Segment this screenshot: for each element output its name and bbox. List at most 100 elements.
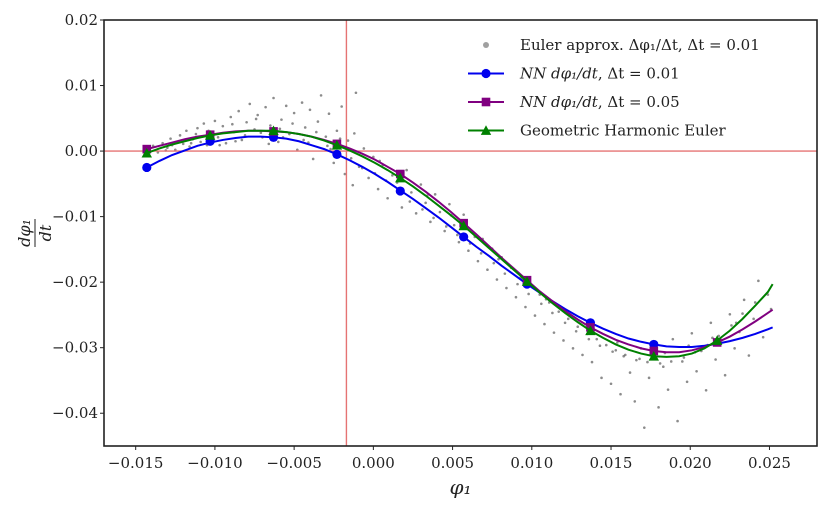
scatter-point bbox=[254, 117, 258, 121]
scatter-point bbox=[516, 282, 519, 286]
scatter-point bbox=[635, 358, 638, 362]
scatter-point bbox=[291, 122, 294, 125]
scatter-point bbox=[604, 343, 608, 347]
scatter-point bbox=[332, 161, 336, 165]
legend-label-suffix: , Δt = 0.01 bbox=[598, 65, 680, 83]
scatter-point bbox=[367, 176, 370, 180]
scatter-point bbox=[400, 206, 404, 209]
scatter-point bbox=[414, 212, 418, 215]
scatter-point bbox=[218, 143, 221, 147]
scatter-point bbox=[303, 126, 307, 129]
scatter-point bbox=[486, 268, 489, 272]
scatter-point bbox=[329, 147, 332, 151]
scatter-point bbox=[717, 334, 721, 338]
scatter-point bbox=[619, 392, 622, 396]
scatter-point bbox=[237, 109, 240, 113]
plot-inner bbox=[104, 20, 817, 446]
legend-entry-4: Geometric Harmonic Euler bbox=[468, 122, 727, 140]
scatter-point bbox=[581, 353, 584, 357]
scatter-point bbox=[338, 137, 342, 140]
legend-label-math: NN dφ₁/dt bbox=[519, 65, 599, 83]
scatter-point bbox=[443, 229, 446, 233]
scatter-point bbox=[456, 233, 459, 237]
scatter-point bbox=[753, 301, 757, 304]
scatter-point bbox=[757, 279, 760, 283]
series-marker-nn-dt001 bbox=[459, 232, 469, 242]
scatter-point bbox=[269, 124, 272, 127]
scatter-point bbox=[714, 358, 717, 361]
scatter-point bbox=[438, 210, 442, 214]
series-marker-geometric-harmonic-euler bbox=[585, 325, 596, 336]
scatter-point bbox=[194, 132, 198, 136]
legend-swatch-marker bbox=[481, 97, 491, 107]
scatter-point bbox=[527, 292, 530, 296]
scatter-point bbox=[557, 310, 561, 313]
legend-label: NN dφ₁/dt, Δt = 0.01 bbox=[519, 65, 680, 83]
legend-label-math: NN dφ₁/dt bbox=[519, 93, 599, 111]
x-tick-label: 0.025 bbox=[748, 454, 791, 472]
scatter-point bbox=[505, 286, 508, 290]
scatter-point bbox=[178, 134, 182, 137]
scatter-point bbox=[595, 337, 599, 341]
plot-frame bbox=[103, 19, 818, 447]
legend-label: NN dφ₁/dt, Δt = 0.05 bbox=[519, 93, 680, 111]
scatter-point bbox=[646, 360, 649, 364]
scatter-point bbox=[566, 317, 570, 321]
scatter-point bbox=[181, 142, 185, 146]
scatter-point bbox=[264, 105, 267, 109]
x-axis-title: φ₁ bbox=[449, 475, 471, 499]
x-tick-label: 0.015 bbox=[590, 454, 633, 472]
scatter-point bbox=[432, 216, 435, 220]
legend-swatch-scatter bbox=[483, 42, 489, 48]
scatter-point bbox=[761, 335, 765, 339]
scatter-point bbox=[308, 108, 312, 112]
scatter-point bbox=[609, 382, 613, 386]
scatter-point bbox=[467, 249, 470, 252]
legend-entry-3: NN dφ₁/dt, Δt = 0.05 bbox=[468, 93, 680, 111]
scatter-point bbox=[682, 356, 686, 359]
legend-label: Geometric Harmonic Euler bbox=[520, 122, 727, 140]
legend-swatch-marker bbox=[481, 68, 491, 79]
scatter-point bbox=[362, 147, 366, 150]
scatter-point bbox=[709, 321, 713, 325]
scatter-point bbox=[343, 172, 347, 176]
scatter-point bbox=[245, 120, 248, 124]
scatter-point bbox=[647, 376, 651, 380]
scatter-point bbox=[429, 220, 432, 224]
scatter-point bbox=[284, 104, 288, 108]
scatter-point bbox=[622, 354, 625, 358]
scatter-point bbox=[462, 213, 465, 216]
scatter-point bbox=[457, 240, 461, 244]
scatter-point bbox=[492, 261, 496, 265]
scatter-point bbox=[476, 259, 480, 263]
scatter-point bbox=[376, 187, 380, 191]
series-marker-geometric-harmonic-euler bbox=[141, 147, 152, 158]
scatter-point bbox=[351, 183, 355, 187]
axes: −0.015 −0.010 −0.005 0.000 0.005 0.010 0.015 0.… bbox=[15, 11, 818, 499]
scatter-point bbox=[421, 208, 424, 211]
scatter-point bbox=[202, 122, 206, 125]
y-tick-label: −0.01 bbox=[52, 208, 98, 226]
scatter-point bbox=[614, 349, 618, 352]
legend-entry-1: Euler approx. Δφ₁/Δt, Δt = 0.01 bbox=[483, 36, 760, 54]
scatter-point bbox=[444, 225, 448, 228]
scatter-point bbox=[340, 105, 343, 108]
x-tick-label: 0.000 bbox=[352, 454, 395, 472]
scatter-point bbox=[311, 157, 315, 161]
y-tick-label: 0.00 bbox=[65, 142, 98, 160]
series-marker-nn-dt005 bbox=[649, 346, 659, 356]
scatter-point bbox=[319, 94, 323, 97]
scatter-point bbox=[272, 96, 275, 100]
y-tick-label: −0.03 bbox=[52, 339, 98, 357]
scatter-point bbox=[611, 350, 614, 353]
series-marker-geometric-harmonic-euler bbox=[458, 220, 469, 231]
scatter-point bbox=[562, 339, 565, 342]
legend-label-suffix: , Δt = 0.05 bbox=[598, 93, 680, 111]
scatter-point bbox=[495, 278, 499, 281]
scatter-point bbox=[324, 135, 328, 138]
plot-area bbox=[104, 20, 817, 446]
series-marker-nn-dt001 bbox=[332, 149, 342, 159]
scatter-point bbox=[733, 347, 736, 350]
scatter-point bbox=[695, 369, 698, 373]
